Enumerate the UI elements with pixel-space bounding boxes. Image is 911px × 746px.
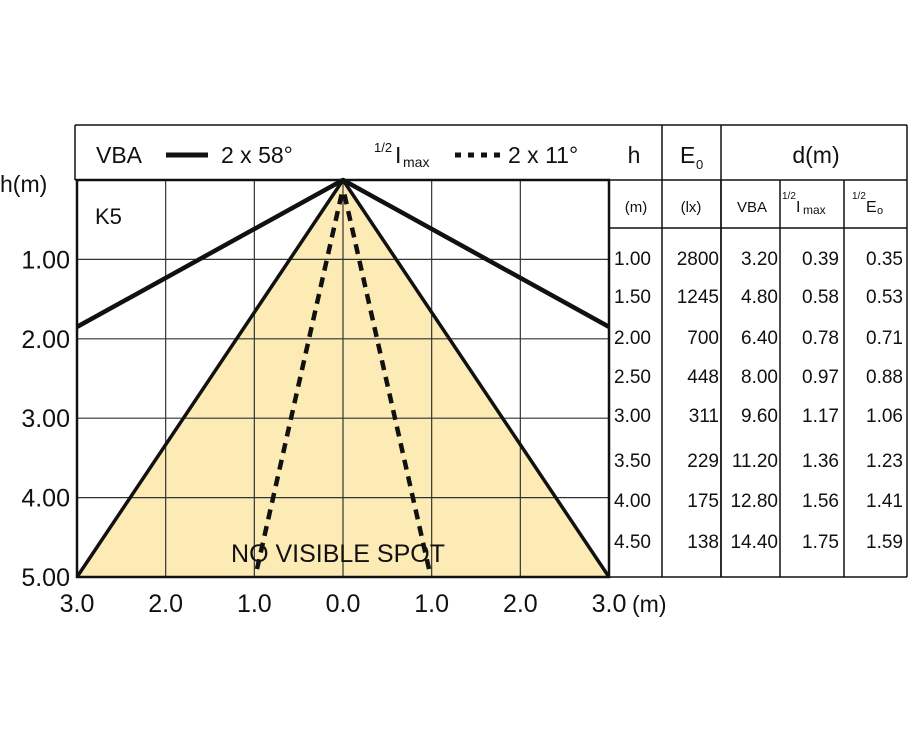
header-e0-subscript: 0: [696, 157, 703, 172]
cell-vba-diameter: 11.20: [732, 451, 778, 472]
cell-illuminance: 1245: [677, 287, 719, 308]
cell-e0-diameter: 1.59: [866, 532, 903, 553]
cell-vba-diameter: 9.60: [741, 406, 778, 427]
y-tick-label: 2.00: [21, 326, 70, 354]
header-vba: VBA: [737, 199, 767, 216]
cell-vba-diameter: 3.20: [741, 249, 778, 270]
cell-e0-diameter: 1.41: [866, 491, 903, 512]
cell-height: 2.50: [614, 367, 651, 388]
cell-imax-diameter: 0.39: [802, 249, 839, 270]
cell-illuminance: 311: [689, 406, 719, 427]
header-imax-sub: max: [803, 203, 826, 217]
fixture-label: K5: [95, 204, 122, 229]
cell-imax-diameter: 1.56: [802, 491, 839, 512]
header-h-unit: (m): [625, 199, 648, 216]
imax-beam-line-left: [254, 187, 346, 570]
header-d: d(m): [792, 142, 839, 168]
x-tick-label: 2.0: [503, 590, 538, 618]
table-row: 2.50 448 8.00 0.97 0.88: [614, 367, 903, 388]
cell-vba-diameter: 4.80: [741, 287, 778, 308]
cell-height: 4.50: [614, 532, 651, 553]
cell-height: 2.00: [614, 328, 651, 349]
cell-vba-diameter: 12.80: [730, 491, 778, 512]
y-tick-label: 4.00: [21, 485, 70, 513]
legend-vba-angle: 2 x 58°: [221, 142, 293, 168]
imax-beam-line-right: [340, 187, 432, 570]
x-tick-label: 2.0: [148, 590, 183, 618]
cell-vba-diameter: 6.40: [741, 328, 778, 349]
y-tick-label: 1.00: [21, 246, 70, 274]
y-tick-labels: 1.00 2.00 3.00 4.00 5.00: [21, 246, 70, 592]
cell-height: 4.00: [614, 491, 651, 512]
table-row: 3.50 229 11.20 1.36 1.23: [614, 451, 903, 472]
data-table: h E 0 d(m) (m) (lx) VBA 1/2 I max 1/2 E …: [74, 124, 908, 578]
cell-e0-diameter: 0.71: [866, 328, 903, 349]
cell-e0-diameter: 0.35: [866, 249, 903, 270]
cell-height: 1.50: [614, 287, 651, 308]
cell-height: 3.50: [614, 451, 651, 472]
header-e0-unit: (lx): [681, 199, 702, 216]
table-row: 2.00 700 6.40 0.78 0.71: [614, 328, 903, 349]
table-row: 3.00 311 9.60 1.17 1.06: [614, 406, 903, 427]
legend-imax-name: I: [395, 142, 401, 168]
header-e0half-name: E: [866, 199, 877, 216]
cell-imax-diameter: 1.17: [802, 406, 839, 427]
header-e0half-sub: o: [877, 205, 883, 217]
cell-vba-diameter: 8.00: [741, 367, 778, 388]
cell-imax-diameter: 1.36: [802, 451, 839, 472]
header-e0: E: [680, 142, 695, 168]
header-e0half-fraction: 1/2: [852, 191, 866, 202]
legend-imax-sub: max: [403, 154, 429, 170]
cell-e0-diameter: 0.53: [866, 287, 903, 308]
table-rows: 1.00 2800 3.20 0.39 0.35 1.50 1245 4.80 0.58 0.53…: [614, 249, 903, 553]
legend-vba-name: VBA: [96, 142, 143, 168]
table-row: 4.00 175 12.80 1.56 1.41: [614, 491, 903, 512]
cell-illuminance: 448: [687, 367, 719, 388]
x-tick-label: 0.0: [326, 590, 361, 618]
cell-imax-diameter: 1.75: [802, 532, 839, 553]
x-tick-label: 1.0: [414, 590, 449, 618]
cell-imax-diameter: 0.97: [802, 367, 839, 388]
x-tick-label: 1.0: [237, 590, 272, 618]
cell-illuminance: 175: [687, 491, 719, 512]
table-row: 1.00 2800 3.20 0.39 0.35: [614, 249, 903, 270]
header-imax-name: I: [796, 199, 800, 216]
cell-height: 3.00: [614, 406, 651, 427]
plot-area: [75, 177, 611, 579]
legend-imax-angle: 2 x 11°: [508, 142, 578, 168]
cell-imax-diameter: 0.58: [802, 287, 839, 308]
cell-imax-diameter: 0.78: [802, 328, 839, 349]
no-visible-spot-annotation: NO VISIBLE SPOT: [231, 540, 445, 568]
cell-vba-diameter: 14.40: [730, 532, 778, 553]
cell-e0-diameter: 0.88: [866, 367, 903, 388]
cell-illuminance: 2800: [677, 249, 719, 270]
cell-height: 1.00: [614, 249, 651, 270]
x-tick-label: 3.0: [592, 590, 627, 618]
header-h: h: [628, 142, 641, 168]
cell-e0-diameter: 1.06: [866, 406, 903, 427]
cell-illuminance: 700: [687, 328, 719, 349]
cell-illuminance: 138: [687, 532, 719, 553]
legend: VBA 2 x 58° 1/2 I max 2 x 11°: [96, 140, 578, 170]
table-row: 1.50 1245 4.80 0.58 0.53: [614, 287, 903, 308]
cell-e0-diameter: 1.23: [866, 451, 903, 472]
header-imax-fraction: 1/2: [782, 191, 796, 202]
x-axis-unit: (m): [632, 591, 666, 617]
legend-imax-fraction: 1/2: [374, 140, 392, 155]
cell-illuminance: 229: [687, 451, 719, 472]
table-row: 4.50 138 14.40 1.75 1.59: [614, 532, 903, 553]
table-grid: [74, 124, 908, 578]
y-tick-label: 3.00: [21, 405, 70, 433]
x-tick-label: 3.0: [60, 590, 95, 618]
y-tick-label: 5.00: [21, 564, 70, 592]
x-tick-labels: 3.0 2.0 1.0 0.0 1.0 2.0 3.0: [60, 590, 627, 618]
y-axis-title: h(m): [0, 171, 47, 197]
